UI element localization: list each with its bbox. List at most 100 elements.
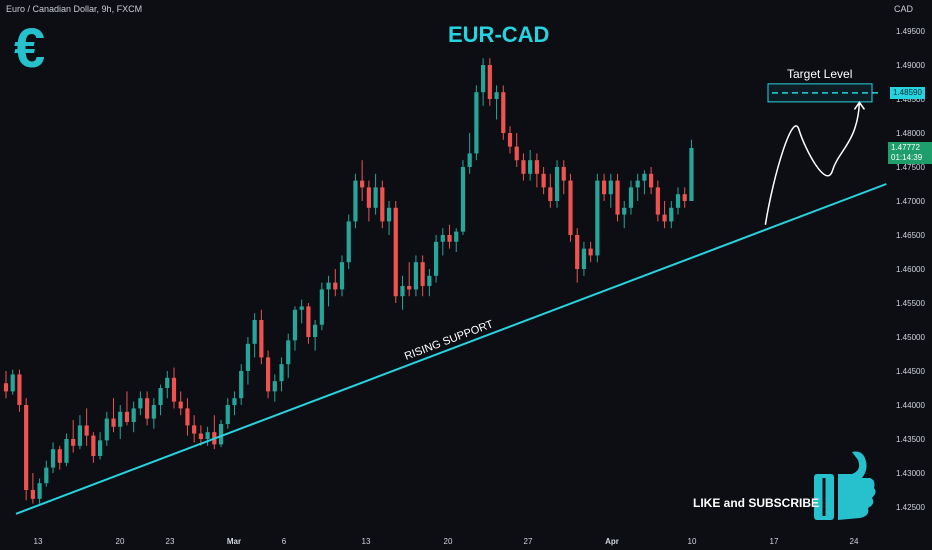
- rising-support-line: [15, 183, 887, 515]
- candle-body: [353, 180, 358, 222]
- candle-body: [561, 167, 566, 181]
- candle-body: [360, 180, 365, 188]
- candle-body: [84, 425, 89, 436]
- candle: [279, 357, 284, 392]
- price-tick-label: 1.46500: [896, 231, 925, 240]
- candle-body: [319, 289, 324, 325]
- candle: [245, 337, 251, 385]
- candle-body: [447, 235, 452, 242]
- candle-body: [279, 364, 284, 382]
- candle-body: [158, 388, 163, 405]
- candle: [178, 391, 183, 416]
- candle-body: [77, 425, 83, 446]
- candle: [675, 187, 681, 215]
- candle-body: [487, 65, 492, 99]
- candle-body: [407, 286, 412, 290]
- candle-body: [554, 167, 560, 201]
- candle-body: [669, 207, 674, 222]
- candle: [635, 173, 640, 201]
- price-tick-label: 1.44500: [896, 367, 925, 376]
- thumbs-up-icon: [814, 451, 876, 520]
- candle-body: [380, 187, 385, 222]
- candle-body: [635, 180, 640, 188]
- candle: [265, 350, 271, 399]
- candle: [420, 255, 425, 297]
- candle: [481, 58, 486, 106]
- last-price-value: 1.47772: [891, 143, 920, 152]
- candle-body: [205, 432, 210, 439]
- price-tick-label: 1.44000: [896, 401, 925, 410]
- candle-body: [595, 180, 600, 256]
- time-tick-label: Apr: [605, 537, 619, 546]
- candle-body: [601, 180, 607, 195]
- candle-body: [427, 275, 432, 286]
- candle-body: [91, 435, 96, 456]
- candle-body: [373, 187, 378, 208]
- candle: [561, 160, 566, 195]
- candle: [360, 160, 365, 201]
- candle: [407, 262, 412, 297]
- candle-body: [225, 405, 230, 425]
- candle: [581, 241, 587, 276]
- candle: [649, 167, 654, 195]
- candle-body: [333, 282, 338, 290]
- candle-body: [131, 408, 136, 422]
- candle-body: [97, 440, 103, 456]
- price-tick-label: 1.45500: [896, 299, 925, 308]
- candle: [528, 150, 533, 181]
- time-tick-label: 27: [524, 537, 533, 546]
- candles-layer: [3, 58, 694, 504]
- price-tick-label: 1.49500: [896, 27, 925, 36]
- candle: [460, 160, 466, 235]
- candle-body: [433, 241, 439, 276]
- price-axis-layer[interactable]: 1.42500 1.43000 1.43500 1.44000 1.44500 1.450…: [896, 27, 925, 512]
- candle: [326, 275, 331, 307]
- candle-body: [3, 383, 9, 392]
- candle-body: [178, 401, 183, 409]
- candle-body: [57, 449, 62, 463]
- candle-body: [534, 160, 539, 174]
- candle-body: [366, 187, 371, 208]
- candle: [97, 432, 103, 460]
- candle: [10, 369, 15, 395]
- candle-body: [265, 357, 271, 392]
- rising-support-label: RISING SUPPORT: [403, 318, 495, 363]
- candle-body: [420, 262, 425, 286]
- candle: [198, 425, 203, 446]
- candle-body: [514, 146, 519, 161]
- candle-body: [386, 207, 392, 222]
- time-tick-label: 20: [116, 537, 125, 546]
- candle-body: [460, 167, 466, 232]
- candle: [501, 85, 506, 140]
- time-tick-label: 23: [166, 537, 175, 546]
- candle-body: [649, 173, 654, 188]
- candle: [272, 374, 277, 402]
- time-axis-layer[interactable]: 13 20 23 Mar 6 13 20 27 Apr 10 17 24: [34, 537, 859, 546]
- candle: [353, 173, 358, 229]
- candle: [622, 201, 627, 229]
- candle: [84, 408, 89, 446]
- candle: [3, 371, 9, 399]
- candle: [171, 367, 177, 409]
- candle-body: [454, 231, 459, 242]
- candle-body: [675, 194, 681, 208]
- candle-body: [481, 65, 486, 93]
- candle-body: [393, 207, 398, 297]
- price-tick-label: 1.42500: [896, 503, 925, 512]
- candle: [151, 398, 156, 429]
- candle: [373, 173, 378, 215]
- candle: [225, 398, 230, 429]
- time-tick-label: 17: [770, 537, 779, 546]
- candle: [158, 384, 163, 416]
- candle-body: [64, 439, 69, 463]
- candle-body: [622, 207, 627, 215]
- candle-body: [346, 221, 351, 263]
- price-tick-label: 1.46000: [896, 265, 925, 274]
- candle-body: [245, 343, 251, 371]
- candle-body: [306, 306, 311, 337]
- candle: [57, 445, 62, 470]
- candle-body: [501, 92, 506, 133]
- candle: [252, 313, 257, 358]
- candle-body: [521, 160, 526, 174]
